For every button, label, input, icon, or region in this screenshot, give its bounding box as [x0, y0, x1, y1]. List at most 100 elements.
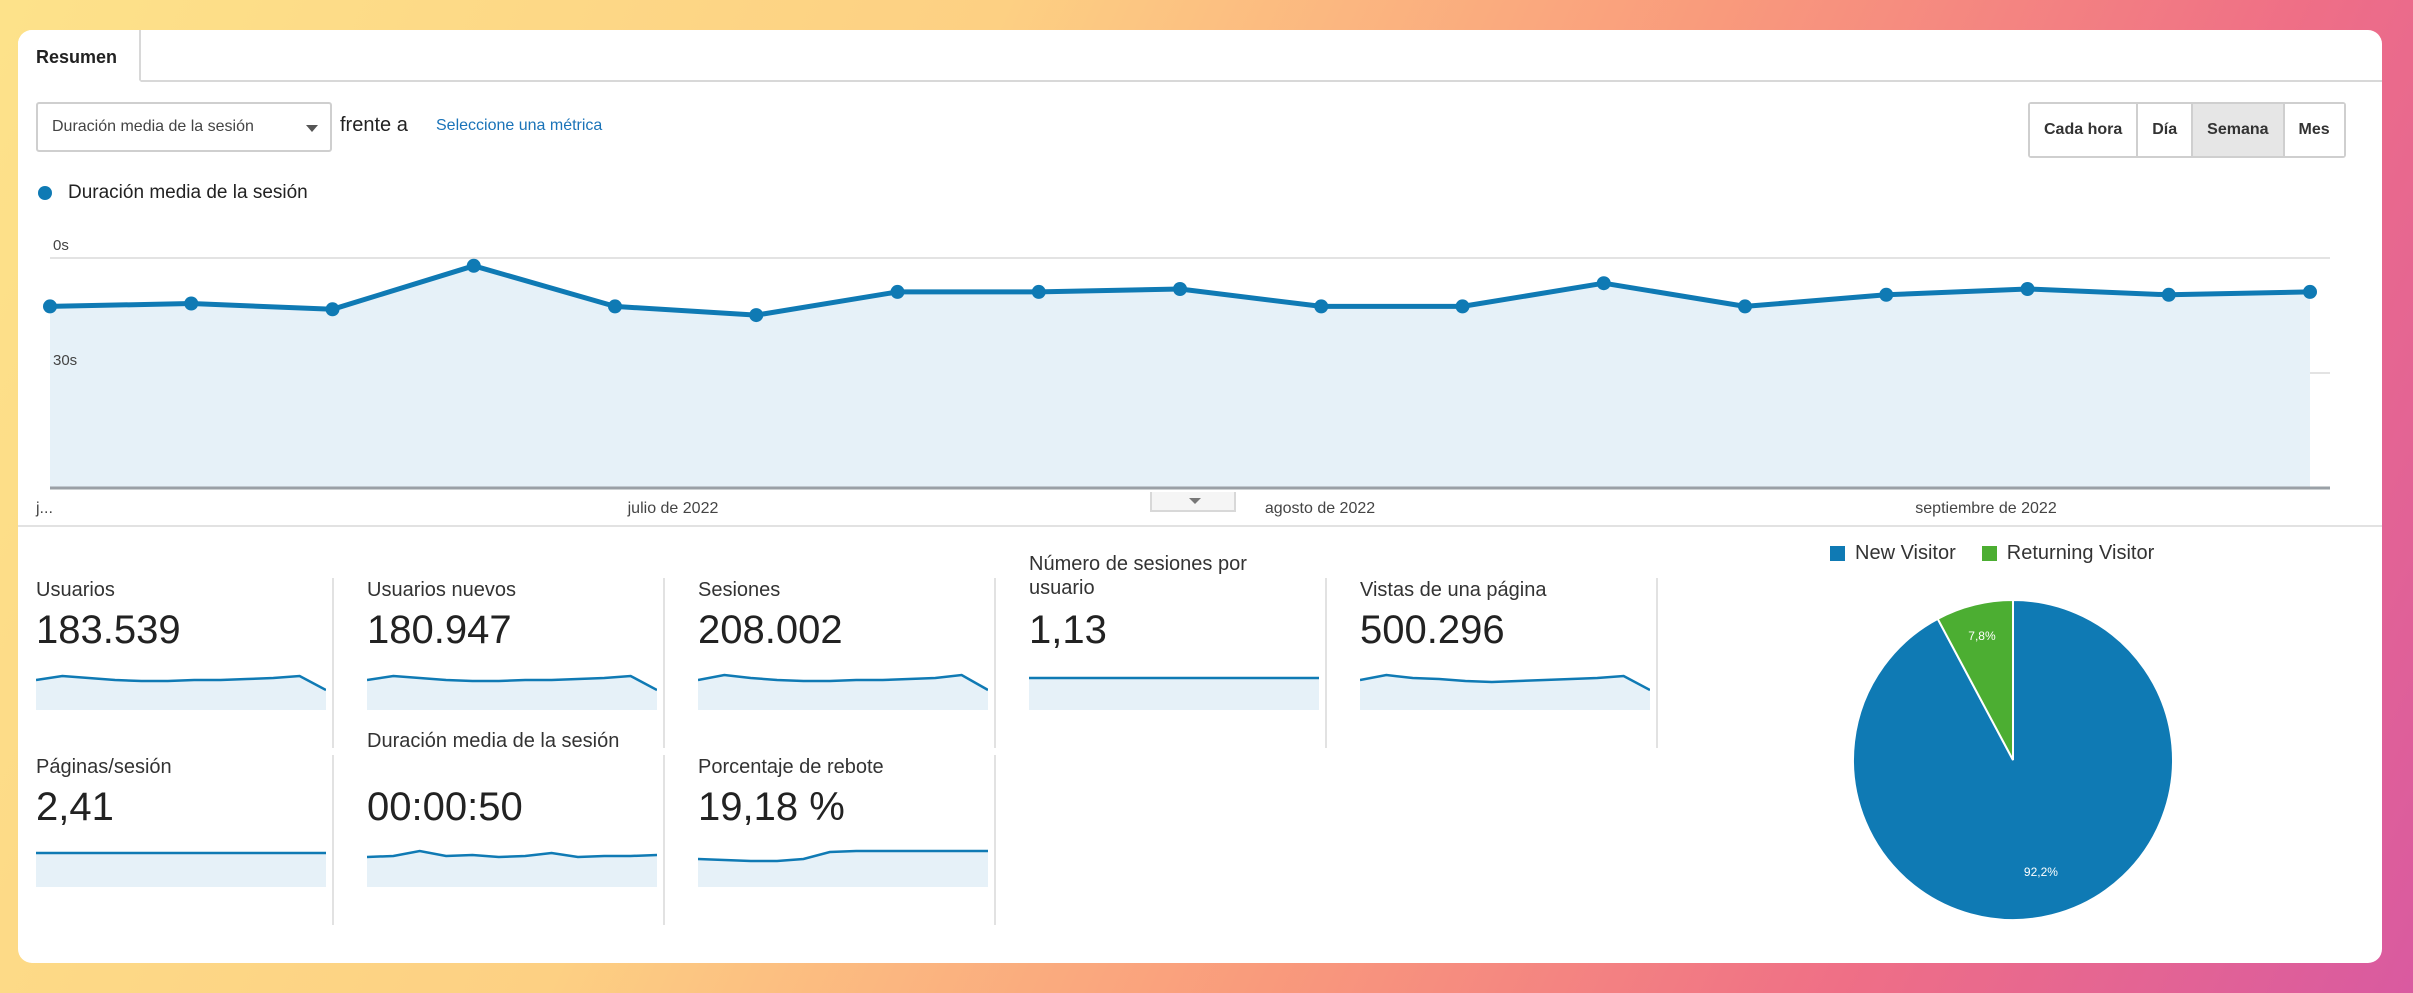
- session-duration-chart: 0s 30s j... julio de 2022 agosto de 2022 sept…: [18, 237, 2382, 527]
- data-point[interactable]: [2303, 284, 2317, 299]
- kpi-label: Páginas/sesión: [36, 756, 172, 778]
- data-point[interactable]: [1031, 284, 1046, 299]
- kpi-label: Vistas de una página: [1360, 579, 1547, 601]
- sparkline-fill: [698, 851, 988, 887]
- x-tick-label: j...: [35, 500, 53, 517]
- chevron-down-icon: [1189, 498, 1201, 504]
- visitor-pie-chart: 92,2% 7,8%: [1852, 598, 2174, 921]
- data-point[interactable]: [608, 299, 622, 314]
- data-point[interactable]: [1173, 282, 1187, 296]
- x-tick-label: julio de 2022: [627, 500, 719, 517]
- kpi-value: 19,18 %: [698, 785, 845, 829]
- select-metric-link[interactable]: Seleccione una métrica: [436, 117, 603, 134]
- kpi-sparkline: [367, 849, 657, 887]
- kpi-card[interactable]: Duración media de la sesión 00:00:50: [349, 730, 665, 925]
- data-point[interactable]: [1738, 299, 1752, 314]
- chart-expander-button[interactable]: [1150, 492, 1236, 512]
- sparkline-line: [698, 849, 988, 863]
- series-area-fill: [50, 265, 2310, 488]
- pie-slice-returning-visitor[interactable]: [1936, 598, 2014, 761]
- kpi-value: 208.002: [698, 608, 843, 652]
- kpi-value: 500.296: [1360, 608, 1505, 652]
- data-point[interactable]: [43, 299, 57, 314]
- sparkline-fill: [36, 853, 326, 887]
- kpi-label: Duración media de la sesión: [367, 730, 620, 752]
- data-point[interactable]: [1314, 299, 1329, 314]
- pie-legend-new: New Visitor: [1830, 542, 1956, 565]
- period-hourly-button[interactable]: Cada hora: [2030, 104, 2139, 156]
- data-point[interactable]: [2161, 287, 2176, 302]
- sparkline-fill: [367, 676, 657, 710]
- tab-resumen[interactable]: Resumen: [18, 30, 142, 82]
- kpi-label: Usuarios nuevos: [367, 579, 516, 601]
- kpi-sparkline: [1360, 673, 1650, 710]
- kpi-card[interactable]: Sesiones 208.002: [680, 578, 996, 748]
- data-point[interactable]: [466, 258, 481, 273]
- data-point[interactable]: [1455, 299, 1470, 314]
- kpi-label: Usuarios: [36, 579, 115, 601]
- sparkline-fill: [698, 675, 988, 710]
- pie-legend-returning: Returning Visitor: [1981, 542, 2155, 565]
- pie-legend-returning-label: Returning Visitor: [2006, 542, 2155, 564]
- kpi-sparkline: [36, 851, 326, 887]
- pie-legend: New Visitor Returning Visitor: [1830, 542, 2180, 565]
- data-point[interactable]: [890, 284, 905, 299]
- sparkline-line: [367, 674, 657, 692]
- legend-label: Duración media de la sesión: [68, 182, 308, 203]
- y-tick-label: 30s: [53, 352, 77, 369]
- sparkline-fill: [1029, 678, 1319, 710]
- kpi-card[interactable]: Usuarios 183.539: [18, 578, 334, 748]
- kpi-value: 00:00:50: [367, 785, 523, 829]
- returning-visitor-swatch-icon: [1981, 546, 1997, 561]
- x-tick-label: septiembre de 2022: [1915, 500, 2057, 517]
- kpi-sparkline: [36, 674, 326, 710]
- y-tick-label: 0s: [53, 237, 69, 254]
- sparkline-line: [36, 674, 326, 692]
- x-tick-label: agosto de 2022: [1265, 500, 1375, 517]
- kpi-sparkline: [698, 849, 988, 887]
- data-point[interactable]: [184, 296, 199, 311]
- series-dot-icon: [38, 186, 52, 200]
- data-point[interactable]: [749, 308, 764, 323]
- data-point[interactable]: [1879, 287, 1894, 302]
- analytics-overview-card: Resumen Duración media de la sesión fren…: [18, 30, 2382, 963]
- sparkline-line: [1360, 673, 1650, 692]
- kpi-label: Número de sesiones por usuario: [1029, 553, 1247, 599]
- kpi-label: Porcentaje de rebote: [698, 756, 884, 778]
- metric-dropdown-value: Duración media de la sesión: [52, 118, 254, 135]
- kpi-sparkline: [367, 674, 657, 710]
- sparkline-fill: [1360, 675, 1650, 710]
- sparkline-fill: [367, 851, 657, 887]
- kpi-sparkline: [1029, 676, 1319, 710]
- sparkline-line: [367, 849, 657, 859]
- pie-slice-label: 92,2%: [2024, 865, 2058, 879]
- kpi-card[interactable]: Páginas/sesión 2,41: [18, 755, 334, 925]
- kpi-card[interactable]: Número de sesiones por usuario 1,13: [1011, 553, 1327, 748]
- new-visitor-swatch-icon: [1830, 546, 1845, 561]
- tab-bar: Resumen: [18, 30, 2382, 82]
- sparkline-line: [698, 673, 988, 692]
- kpi-value: 183.539: [36, 608, 181, 652]
- chart-legend: Duración media de la sesión: [38, 182, 308, 204]
- pie-legend-new-label: New Visitor: [1855, 542, 1956, 564]
- period-month-button[interactable]: Mes: [2284, 104, 2344, 156]
- data-point[interactable]: [2020, 282, 2035, 296]
- compare-label: frente a: [340, 114, 408, 136]
- metric-dropdown[interactable]: Duración media de la sesión: [36, 102, 332, 152]
- kpi-label: Sesiones: [698, 579, 781, 601]
- data-point[interactable]: [325, 302, 340, 317]
- caret-down-icon: [306, 125, 318, 132]
- kpi-value: 2,41: [36, 785, 114, 829]
- sparkline-fill: [36, 676, 326, 710]
- kpi-card[interactable]: Usuarios nuevos 180.947: [349, 578, 665, 748]
- pie-slice-label: 7,8%: [1968, 629, 1996, 643]
- kpi-value: 1,13: [1029, 608, 1107, 652]
- kpi-card[interactable]: Vistas de una página 500.296: [1342, 578, 1658, 748]
- kpi-card[interactable]: Porcentaje de rebote 19,18 %: [680, 755, 996, 925]
- data-point[interactable]: [1596, 276, 1611, 291]
- period-week-button[interactable]: Semana: [2193, 104, 2285, 156]
- period-day-button[interactable]: Día: [2138, 104, 2194, 156]
- kpi-value: 180.947: [367, 608, 512, 652]
- period-selector: Cada hora Día Semana Mes: [2028, 102, 2346, 158]
- kpi-sparkline: [698, 673, 988, 710]
